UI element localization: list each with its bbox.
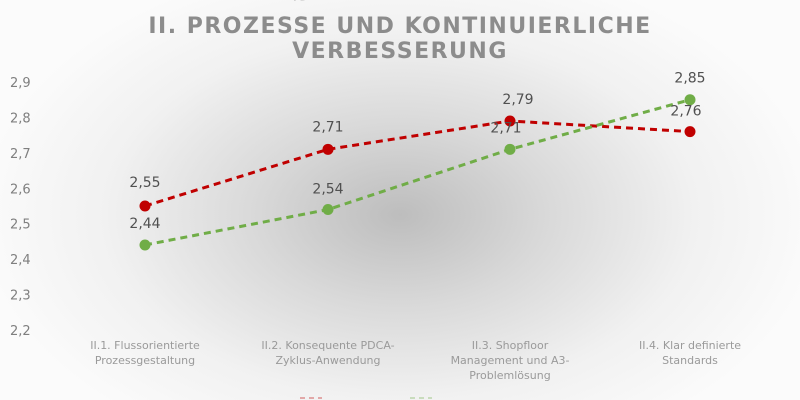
x-tick-label: II.2. Konsequente PDCA- (261, 339, 394, 352)
data-label: 2,71 (490, 120, 521, 136)
y-tick-label: 2,6 (10, 182, 31, 197)
series-line-2 (144, 98, 691, 247)
data-point (322, 204, 334, 216)
data-label: 2,54 (312, 182, 343, 198)
data-point (684, 94, 696, 106)
chart-title-line: II. PROZESSE UND KONTINUIERLICHE (148, 14, 651, 39)
x-tick-label: II.1. Flussorientierte (90, 339, 200, 352)
data-labels: 2,55 2,71 2,79 2,76 2,44 2,54 2,71 2,85 (129, 71, 705, 232)
y-tick-label: 2,2 (10, 324, 31, 339)
data-label: 2,85 (674, 71, 705, 87)
chart-title: Ø-MITTELWERT: II. PROZESSE UND KONTINUIER… (148, 0, 651, 64)
data-point (322, 143, 334, 155)
data-point (139, 239, 151, 251)
data-label: 2,55 (129, 175, 160, 191)
x-axis: II.1. Flussorientierte Prozessgestaltung I… (90, 339, 741, 382)
data-point (504, 115, 516, 127)
x-tick-label: II.3. Shopfloor (472, 339, 549, 352)
x-tick-label: Standards (662, 354, 718, 367)
y-tick-label: 2,9 (10, 76, 31, 91)
y-tick-label: 2,5 (10, 218, 31, 233)
series-line-1 (144, 119, 691, 208)
chart-title-line: VERBESSERUNG (292, 39, 508, 64)
chart-title-line: Ø-MITTELWERT: (293, 0, 507, 6)
y-tick-label: 2,7 (10, 147, 31, 162)
y-tick-label: 2,8 (10, 111, 31, 126)
data-label: 2,76 (670, 104, 701, 120)
x-tick-label: II.4. Klar definierte (639, 339, 741, 352)
x-tick-label: Zyklus-Anwendung (275, 354, 380, 367)
data-point (504, 143, 516, 155)
x-tick-label: Management und A3- (451, 354, 570, 367)
data-label: 2,79 (502, 92, 533, 108)
data-label: 2,44 (129, 216, 160, 232)
y-axis: 2,2 2,3 2,4 2,5 2,6 2,7 2,8 2,9 (10, 76, 31, 339)
y-tick-label: 2,3 (10, 289, 31, 304)
series-group (139, 94, 696, 251)
data-label: 2,71 (312, 119, 343, 135)
data-point (684, 126, 696, 138)
data-point (139, 200, 151, 212)
x-tick-label: Problemlösung (469, 369, 550, 382)
y-tick-label: 2,4 (10, 253, 31, 268)
x-tick-label: Prozessgestaltung (95, 354, 195, 367)
